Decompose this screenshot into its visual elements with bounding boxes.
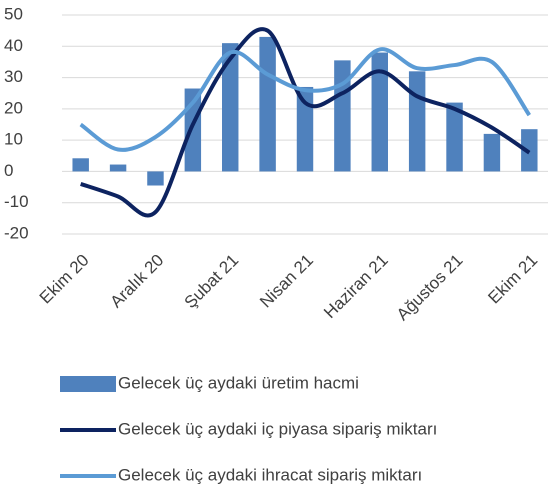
- bar: [296, 86, 314, 172]
- bar: [408, 71, 426, 172]
- y-tick-label: -10: [4, 192, 29, 211]
- bar: [259, 36, 276, 172]
- y-tick-label: 50: [4, 4, 23, 23]
- line: [80, 27, 531, 218]
- bar: [147, 171, 164, 186]
- bar: [109, 164, 127, 172]
- legend-swatch: [60, 376, 116, 392]
- legend-label: Gelecek üç aydaki üretim hacmi: [118, 373, 359, 392]
- legend-label: Gelecek üç aydaki iç piyasa sipariş mikt…: [118, 419, 437, 438]
- y-tick-label: 10: [4, 130, 23, 149]
- x-tick-label: Nisan 21: [256, 251, 317, 312]
- x-tick-label: Ağustos 21: [393, 251, 467, 325]
- y-tick-label: 40: [4, 36, 23, 55]
- x-tick-label: Aralık 20: [107, 251, 168, 312]
- x-tick-label: Şubat 21: [181, 251, 243, 313]
- x-tick-label: Ekim 21: [484, 251, 541, 308]
- y-tick-label: 0: [4, 161, 13, 180]
- bar: [483, 133, 501, 172]
- bar: [222, 43, 239, 172]
- y-tick-label: -20: [4, 223, 29, 242]
- line: [79, 47, 531, 152]
- x-tick-label: Ekim 20: [36, 251, 93, 308]
- y-tick-label: 20: [4, 98, 23, 117]
- bar: [446, 102, 463, 172]
- x-tick-label: Haziran 21: [320, 251, 392, 323]
- bar: [371, 52, 388, 172]
- bar: [334, 60, 351, 172]
- legend-label: Gelecek üç aydaki ihracat sipariş miktar…: [118, 465, 422, 484]
- bar: [72, 158, 89, 172]
- y-tick-label: 30: [4, 67, 23, 86]
